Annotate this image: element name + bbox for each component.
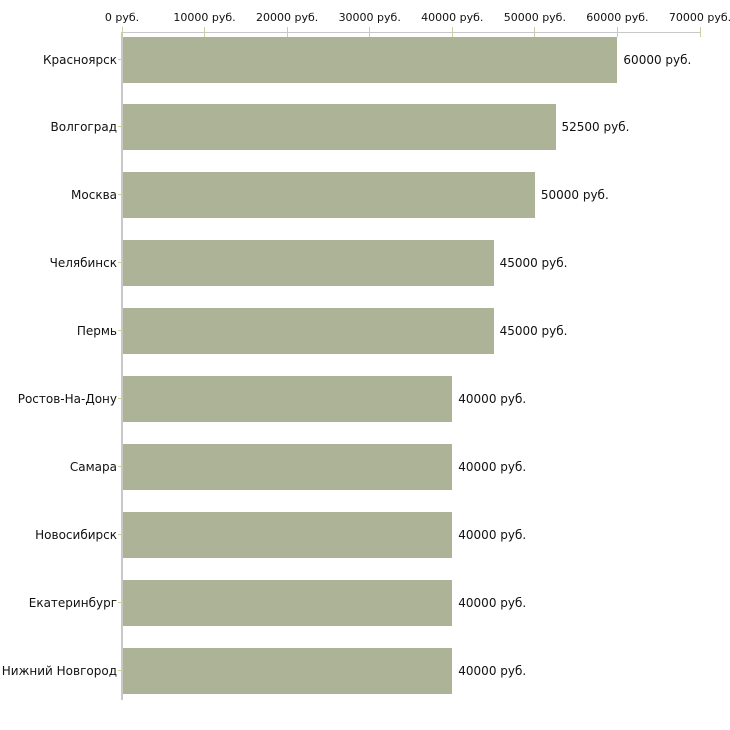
category-label: Новосибирск [35, 527, 117, 542]
bar [123, 36, 618, 83]
category-label: Пермь [76, 324, 117, 339]
bar [123, 308, 494, 355]
bar [123, 443, 453, 490]
y-axis-tick-mark [118, 533, 123, 535]
x-axis-tick-label: 60000 руб. [586, 11, 649, 24]
value-label: 60000 руб. [623, 52, 692, 67]
y-axis-tick-mark [118, 465, 123, 467]
x-axis-tick-mark [616, 27, 618, 37]
value-label: 45000 руб. [499, 256, 568, 271]
category-label: Екатеринбург [28, 595, 117, 610]
bar-row: Челябинск 45000 руб. [0, 240, 730, 287]
y-axis-tick-mark [118, 126, 123, 128]
bar [123, 647, 453, 694]
category-label: Красноярск [43, 52, 117, 67]
x-axis-tick-label: 0 руб. [104, 11, 140, 24]
x-axis-tick-mark [204, 27, 206, 37]
bar [123, 579, 453, 626]
y-axis-line [121, 32, 123, 700]
y-axis-tick-mark [118, 398, 123, 399]
category-label: Ростов-На-Дону [17, 392, 117, 406]
bar-row: Москва 50000 руб. [0, 172, 730, 219]
bar [123, 104, 556, 151]
value-label: 40000 руб. [458, 392, 527, 406]
x-axis-tick-label: 70000 руб. [668, 11, 730, 24]
bar [123, 376, 453, 422]
bar [123, 240, 494, 287]
category-label: Челябинск [49, 256, 117, 271]
x-axis-tick-label: 40000 руб. [421, 11, 484, 24]
y-axis-tick-mark [118, 330, 123, 332]
bar-row: Ростов-На-Дону 40000 руб. [0, 376, 730, 422]
x-axis-tick-label: 20000 руб. [256, 11, 319, 24]
bar-row: Самара 40000 руб. [0, 443, 730, 490]
y-axis-tick-mark [118, 669, 123, 671]
y-axis-tick-mark [118, 601, 123, 603]
value-label: 50000 руб. [540, 188, 609, 203]
value-label: 40000 руб. [458, 459, 527, 474]
x-axis-tick-mark [286, 27, 288, 37]
category-label: Нижний Новгород [1, 663, 117, 678]
x-axis-tick-mark [699, 27, 701, 37]
value-label: 40000 руб. [458, 595, 527, 610]
value-label: 52500 руб. [561, 120, 630, 135]
bar-row: Нижний Новгород 40000 руб. [0, 647, 730, 694]
y-axis-tick-mark [118, 194, 123, 196]
bar-row: Волгоград 52500 руб. [0, 104, 730, 151]
x-axis-tick-mark [534, 27, 536, 37]
x-axis-tick-mark [369, 27, 371, 37]
category-label: Самара [69, 459, 117, 474]
x-axis-tick-mark [121, 27, 123, 37]
value-label: 40000 руб. [458, 527, 527, 542]
bar-row: Екатеринбург 40000 руб. [0, 579, 730, 626]
value-label: 40000 руб. [458, 663, 527, 678]
x-axis-tick-mark [451, 27, 453, 37]
category-label: Волгоград [50, 120, 117, 135]
value-label: 45000 руб. [499, 324, 568, 339]
bar [123, 511, 453, 558]
x-axis-tick-label: 30000 руб. [338, 11, 401, 24]
x-axis-tick-label: 50000 руб. [503, 11, 566, 24]
category-label: Москва [71, 188, 117, 203]
x-axis-line [122, 32, 701, 33]
y-axis-tick-mark [118, 58, 123, 60]
bar [123, 172, 535, 219]
bar-row: Пермь 45000 руб. [0, 308, 730, 355]
y-axis-tick-mark [118, 262, 123, 264]
x-axis-tick-label: 10000 руб. [173, 11, 236, 24]
bar-row: Новосибирск 40000 руб. [0, 511, 730, 558]
bar-row: Красноярск 60000 руб. [0, 36, 730, 83]
